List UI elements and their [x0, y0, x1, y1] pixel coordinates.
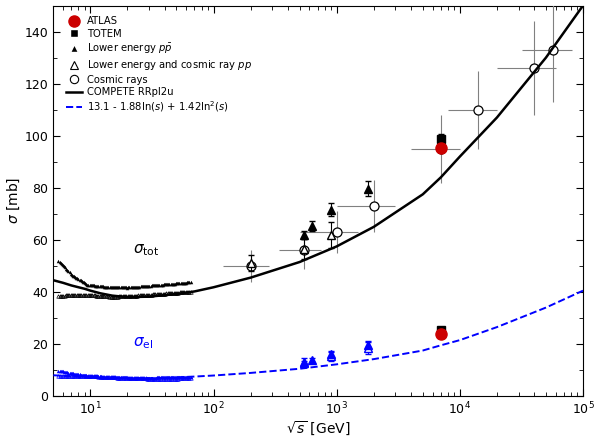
Text: $\sigma_{\mathrm{tot}}$: $\sigma_{\mathrm{tot}}$ [133, 242, 159, 258]
X-axis label: $\sqrt{s}$ [GeV]: $\sqrt{s}$ [GeV] [286, 420, 350, 438]
Legend: ATLAS, TOTEM, Lower energy $p\bar{p}$, Lower energy and cosmic ray $pp$, Cosmic : ATLAS, TOTEM, Lower energy $p\bar{p}$, L… [64, 15, 254, 116]
Text: $\sigma_{\mathrm{el}}$: $\sigma_{\mathrm{el}}$ [133, 336, 153, 351]
Y-axis label: $\sigma$ [mb]: $\sigma$ [mb] [5, 177, 22, 225]
